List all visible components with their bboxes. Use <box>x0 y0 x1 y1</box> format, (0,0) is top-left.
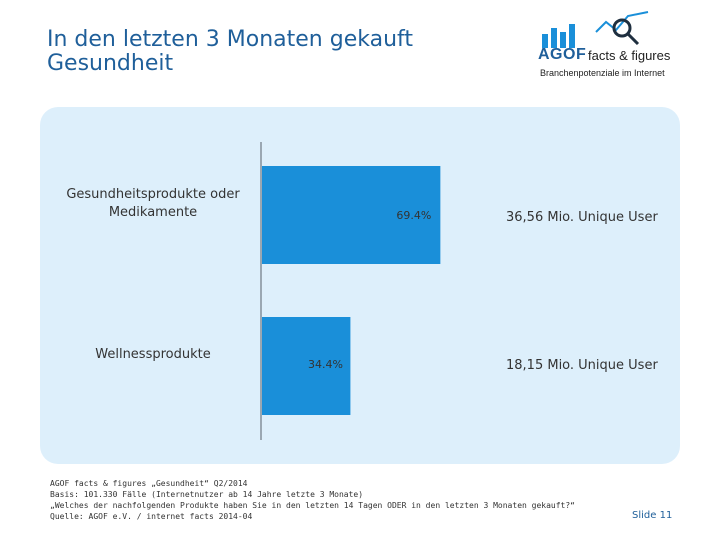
footer-notes: AGOF facts & figures „Gesundheit“ Q2/201… <box>50 478 610 522</box>
slide-number: Slide 11 <box>632 510 673 521</box>
logo-product: facts & figures <box>588 48 671 63</box>
unique-user-label-0: 36,56 Mio. Unique User <box>506 210 658 225</box>
category-label-1: Wellnessprodukte <box>95 347 211 362</box>
agof-logo: AGOF facts & figures Branchenpotenziale … <box>538 10 688 90</box>
logo-tagline: Branchenpotenziale im Internet <box>540 68 665 78</box>
unique-user-label-1: 18,15 Mio. Unique User <box>506 358 658 373</box>
logo-chart-icon <box>542 11 649 48</box>
value-label-0: 69.4% <box>396 209 432 222</box>
footer-line-3: „Welches der nachfolgenden Produkte habe… <box>50 501 575 510</box>
bar-1 <box>262 317 351 415</box>
bar-0 <box>262 166 441 264</box>
page-title: In den letzten 3 Monaten gekauft Gesundh… <box>47 27 413 76</box>
value-label-1: 34.4% <box>308 358 343 371</box>
logo-brand: AGOF <box>538 46 587 63</box>
footer-line-4: Quelle: AGOF e.V. / internet facts 2014-… <box>50 512 253 521</box>
footer-line-2: Basis: 101.330 Fälle (Internetnutzer ab … <box>50 490 364 499</box>
footer-line-1: AGOF facts & figures „Gesundheit“ Q2/201… <box>50 479 248 488</box>
category-label-0: Gesundheitsprodukte oder Medikamente <box>66 187 240 220</box>
